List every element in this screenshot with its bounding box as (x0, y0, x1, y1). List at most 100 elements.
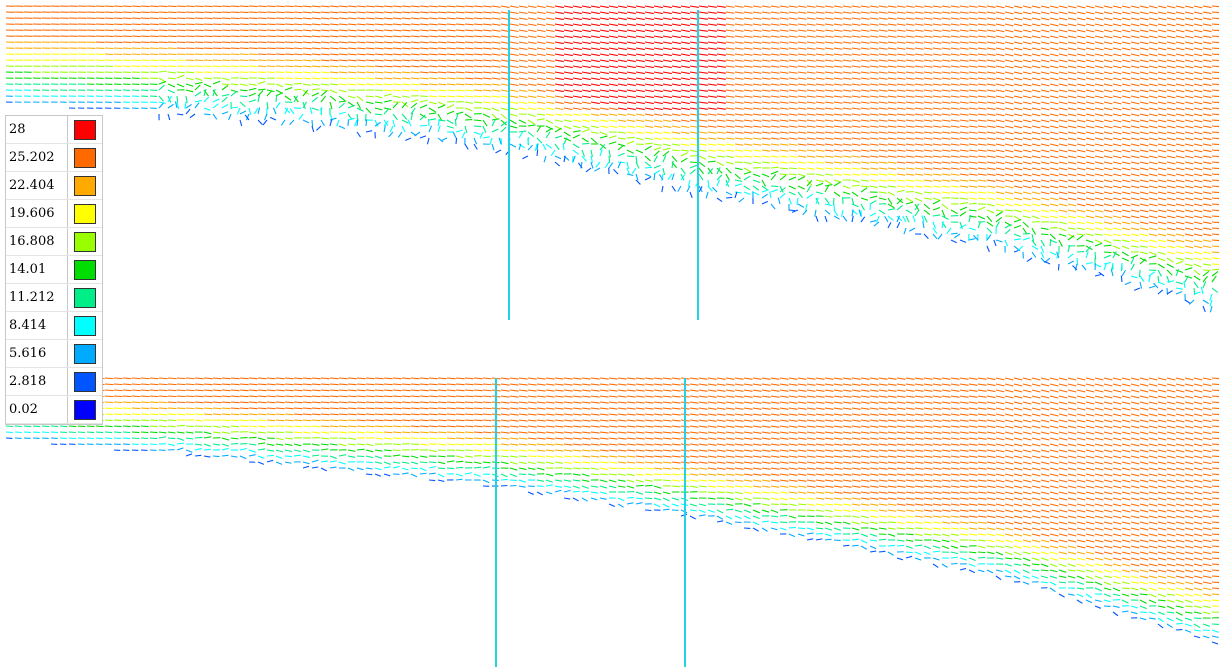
vector-arrow (528, 420, 537, 421)
vector-arrow (780, 24, 789, 25)
vector-arrow (402, 24, 411, 25)
vector-arrow (1167, 90, 1175, 92)
vector-arrow (339, 112, 346, 114)
vector-arrow (411, 474, 417, 477)
vector-arrow (402, 96, 410, 97)
vector-arrow (1104, 66, 1112, 68)
vector-arrow (420, 18, 429, 19)
vector-arrow (915, 60, 924, 61)
vector-arrow (1095, 30, 1103, 32)
vector-arrow (492, 108, 499, 111)
vector-arrow (330, 24, 339, 25)
vector-arrow (366, 6, 375, 7)
vector-arrow (1149, 240, 1157, 242)
vector-arrow (1210, 294, 1212, 301)
vector-arrow (618, 36, 627, 38)
vector-arrow (537, 12, 545, 14)
vector-arrow (969, 30, 978, 31)
vector-arrow (969, 192, 977, 193)
vector-arrow (150, 396, 159, 397)
vector-arrow (834, 48, 843, 49)
vector-arrow (276, 48, 285, 49)
vector-arrow (798, 126, 807, 127)
vector-arrow (114, 408, 122, 409)
vector-arrow (474, 408, 483, 409)
vector-arrow (159, 103, 164, 108)
vector-arrow (627, 42, 636, 44)
vector-arrow (861, 120, 870, 121)
vector-arrow (744, 120, 753, 121)
vector-arrow (699, 6, 708, 7)
vector-arrow (762, 126, 771, 127)
vector-arrow (663, 60, 672, 62)
vector-arrow (717, 156, 725, 157)
vector-arrow (141, 12, 150, 13)
vector-arrow (1032, 12, 1040, 14)
vector-arrow (273, 108, 276, 114)
vector-arrow (1059, 150, 1067, 152)
vector-arrow (474, 120, 481, 121)
vector-arrow (1023, 114, 1031, 116)
vector-arrow (1104, 120, 1112, 122)
vector-arrow (1023, 144, 1031, 146)
vector-arrow (1005, 30, 1013, 32)
vector-arrow (915, 12, 924, 13)
vector-arrow (924, 162, 933, 163)
vector-arrow (717, 114, 726, 115)
vector-arrow (1068, 174, 1076, 176)
vector-arrow (321, 402, 330, 403)
vector-arrow (1077, 234, 1085, 235)
vector-arrow (240, 60, 248, 61)
vector-arrow (510, 48, 518, 50)
vector-arrow (879, 72, 888, 73)
vector-arrow (375, 414, 384, 415)
vector-arrow (375, 42, 384, 43)
vector-arrow (1104, 255, 1111, 258)
vector-arrow (762, 180, 766, 187)
vector-arrow (465, 144, 468, 149)
vector-arrow (1203, 246, 1211, 247)
vector-arrow (1041, 126, 1049, 128)
vector-arrow (186, 90, 193, 92)
vector-arrow (978, 114, 987, 115)
vector-arrow (825, 24, 834, 25)
vector-arrow (933, 156, 942, 157)
vector-arrow (402, 60, 411, 61)
vector-arrow (447, 24, 456, 25)
vector-arrow (933, 228, 937, 234)
vector-arrow (204, 97, 209, 102)
vector-arrow (1032, 180, 1040, 182)
vector-arrow (762, 78, 771, 79)
vector-arrow (114, 402, 122, 403)
vector-arrow (573, 12, 582, 14)
vector-arrow (1050, 78, 1058, 80)
vector-arrow (1041, 132, 1049, 134)
vector-arrow (609, 42, 618, 44)
vector-arrow (510, 384, 519, 385)
vector-arrow (789, 144, 797, 145)
vector-arrow (645, 36, 654, 38)
vector-arrow (159, 408, 167, 409)
vector-arrow (411, 30, 420, 31)
vector-arrow (348, 414, 357, 415)
vector-arrow (537, 138, 542, 143)
vector-arrow (546, 36, 554, 38)
vector-arrow (798, 144, 806, 145)
vector-arrow (699, 108, 708, 109)
vector-arrow (1086, 198, 1094, 200)
vector-arrow (123, 30, 132, 31)
vector-arrow (456, 130, 463, 132)
vector-arrow (627, 36, 636, 38)
vector-arrow (438, 6, 447, 7)
vector-arrow (321, 72, 329, 73)
vector-arrow (294, 36, 303, 37)
vector-arrow (834, 36, 843, 37)
vector-arrow (906, 156, 915, 157)
vector-arrow (1086, 90, 1094, 92)
vector-arrow (1176, 192, 1184, 194)
vector-arrow (933, 180, 941, 181)
vector-arrow (897, 190, 905, 192)
vector-arrow (1059, 96, 1067, 98)
vector-arrow (1194, 42, 1202, 44)
vector-arrow (1113, 90, 1121, 92)
